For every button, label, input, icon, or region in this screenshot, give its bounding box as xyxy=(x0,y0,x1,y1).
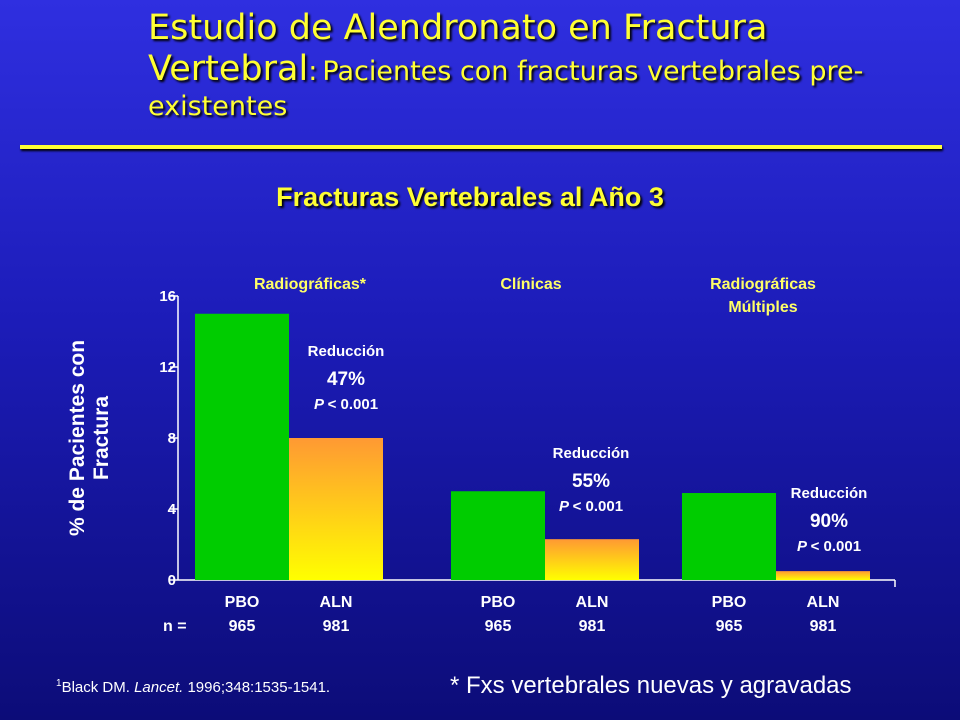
bar-series-label: ALN xyxy=(320,594,353,611)
bar-aln xyxy=(289,438,383,580)
slide-title-subtitle: Pacientes con fracturas vertebrales pre-… xyxy=(148,56,864,122)
n-equals-label: n = xyxy=(163,618,187,635)
n-value-label: 965 xyxy=(485,618,512,635)
p-value-label: P < 0.001 xyxy=(797,538,861,555)
reduction-value: 90% xyxy=(810,511,848,532)
n-value-label: 965 xyxy=(229,618,256,635)
bar-aln xyxy=(776,571,870,580)
reduction-label: Reducción xyxy=(308,343,385,360)
y-tick-label: 0 xyxy=(168,572,176,589)
reduction-label: Reducción xyxy=(553,445,630,462)
citation: 1Black DM. Lancet. 1996;348:1535-1541. xyxy=(56,678,330,696)
footnote-asterisk: * Fxs vertebrales nuevas y agravadas xyxy=(450,672,852,699)
bar-series-label: PBO xyxy=(712,594,747,611)
reduction-value: 55% xyxy=(572,471,610,492)
slide-title-separator: : xyxy=(308,56,318,88)
citation-author: Black DM. xyxy=(61,679,130,696)
bar-aln xyxy=(545,539,639,580)
y-tick-label: 12 xyxy=(159,359,176,376)
category-label: Radiográficas* xyxy=(254,276,367,293)
bar-series-label: PBO xyxy=(481,594,516,611)
reduction-value: 47% xyxy=(327,369,365,390)
reduction-label: Reducción xyxy=(791,485,868,502)
bar-pbo xyxy=(682,493,776,580)
n-value-label: 981 xyxy=(810,618,837,635)
citation-details: 1996;348:1535-1541. xyxy=(187,679,331,696)
slide-title-main: Estudio de Alendronato en Fractura Verte… xyxy=(148,8,768,90)
n-value-label: 965 xyxy=(716,618,743,635)
category-label: Clínicas xyxy=(500,276,561,293)
bar-series-label: ALN xyxy=(807,594,840,611)
y-axis-label: % de Pacientes conFractura xyxy=(66,340,113,536)
y-tick-label: 16 xyxy=(159,288,176,305)
category-label: Radiográficas xyxy=(710,276,816,293)
category-label: Múltiples xyxy=(728,299,797,316)
bar-series-label: ALN xyxy=(576,594,609,611)
n-value-label: 981 xyxy=(323,618,350,635)
chart-title: Fracturas Vertebrales al Año 3 xyxy=(276,182,664,212)
slide-title: Estudio de Alendronato en Fractura Verte… xyxy=(148,8,938,122)
bar-pbo xyxy=(195,313,289,580)
y-tick-label: 4 xyxy=(168,501,177,518)
p-value-label: P < 0.001 xyxy=(314,396,378,413)
bar-series-label: PBO xyxy=(225,594,260,611)
p-value-label: P < 0.001 xyxy=(559,498,623,515)
bar-pbo xyxy=(451,491,545,580)
n-value-label: 981 xyxy=(579,618,606,635)
title-underline xyxy=(20,145,942,149)
citation-superscript: 1 xyxy=(56,678,62,689)
y-tick-label: 8 xyxy=(168,430,176,447)
citation-journal: Lancet. xyxy=(134,679,184,696)
